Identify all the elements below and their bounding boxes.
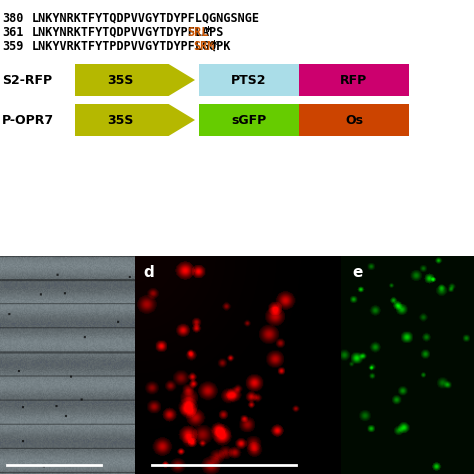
Text: 35S: 35S <box>108 113 134 127</box>
Text: S2-RFP: S2-RFP <box>2 73 52 86</box>
Text: LNKYNRKTFYTQDPVVGYTDYPFLAPS: LNKYNRKTFYTQDPVVGYTDYPFLAPS <box>32 26 224 38</box>
Text: *: * <box>210 39 218 53</box>
Text: d: d <box>143 264 154 280</box>
Text: Os: Os <box>345 113 363 127</box>
Text: LNKYVRKTFYTPDPVVGYTDYPFLGQPK: LNKYVRKTFYTPDPVVGYTDYPFLGQPK <box>32 39 231 53</box>
Text: e: e <box>352 264 362 280</box>
Text: *: * <box>204 26 211 38</box>
Polygon shape <box>75 64 195 96</box>
Text: RFP: RFP <box>340 73 368 86</box>
FancyBboxPatch shape <box>299 104 409 136</box>
Text: P-OPR7: P-OPR7 <box>2 113 54 127</box>
FancyBboxPatch shape <box>299 64 409 96</box>
Text: 35S: 35S <box>108 73 134 86</box>
Text: 361: 361 <box>2 26 23 38</box>
Text: LNKYNRKTFYTQDPVVGYTDYPFLQGNGSNGE: LNKYNRKTFYTQDPVVGYTDYPFLQGNGSNGE <box>32 11 260 25</box>
Text: 359: 359 <box>2 39 23 53</box>
Text: SRL: SRL <box>187 26 209 38</box>
Text: 380: 380 <box>2 11 23 25</box>
Polygon shape <box>75 104 195 136</box>
FancyBboxPatch shape <box>199 64 299 96</box>
Text: SRM: SRM <box>193 39 214 53</box>
FancyBboxPatch shape <box>199 104 299 136</box>
Text: sGFP: sGFP <box>231 113 266 127</box>
Text: PTS2: PTS2 <box>231 73 267 86</box>
